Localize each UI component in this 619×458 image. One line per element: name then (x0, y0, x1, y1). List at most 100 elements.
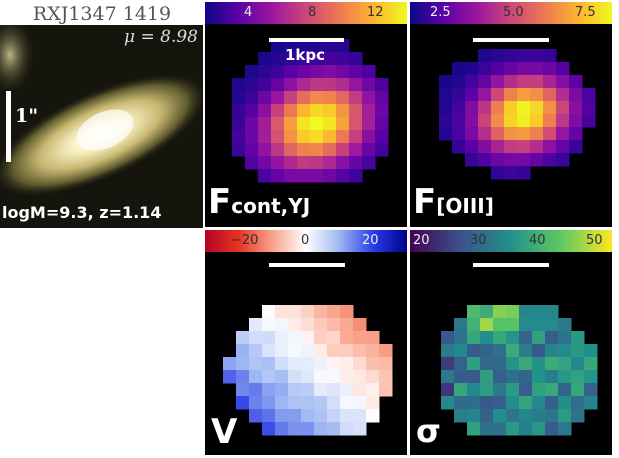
map-pixel (258, 104, 272, 118)
colorbar-tick: 12 (367, 5, 384, 20)
map-pixel (506, 370, 520, 384)
map-pixel (558, 344, 572, 358)
map-pixel (491, 166, 505, 180)
map-pixel (353, 344, 367, 358)
map-pixel (545, 383, 559, 397)
map-pixel (517, 88, 531, 102)
map-pixel (340, 396, 354, 410)
map-pixel (271, 78, 285, 92)
map-pixel (452, 101, 466, 115)
map-pixel (519, 344, 533, 358)
map-pixel (454, 344, 468, 358)
map-pixel (362, 156, 376, 170)
map-pixel (454, 331, 468, 345)
dispersion-map (441, 305, 598, 436)
map-pixel (301, 396, 315, 410)
angular-scale-label: 1" (15, 105, 39, 127)
map-pixel (543, 101, 557, 115)
map-pixel (271, 52, 285, 66)
dispersion-panel: 20 30 40 50 σ (410, 230, 612, 455)
map-pixel (310, 52, 324, 66)
label-subscript: cont,YJ (231, 194, 311, 218)
map-pixel (452, 127, 466, 141)
dispersion-panel-label: σ (416, 412, 441, 450)
map-pixel (275, 422, 289, 436)
map-pixel (543, 114, 557, 128)
map-pixel (236, 357, 250, 371)
map-pixel (353, 331, 367, 345)
map-pixel (362, 91, 376, 105)
map-pixel (517, 62, 531, 76)
map-pixel (349, 78, 363, 92)
map-pixel (441, 383, 455, 397)
map-pixel (478, 140, 492, 154)
map-pixel (262, 318, 276, 332)
map-pixel (245, 156, 259, 170)
velocity-panel: −20 0 20 V (205, 230, 407, 455)
map-pixel (314, 318, 328, 332)
map-pixel (439, 114, 453, 128)
map-pixel (336, 130, 350, 144)
map-pixel (545, 318, 559, 332)
map-pixel (558, 383, 572, 397)
map-pixel (288, 409, 302, 423)
map-pixel (258, 143, 272, 157)
map-pixel (314, 344, 328, 358)
map-pixel (558, 370, 572, 384)
map-pixel (262, 344, 276, 358)
map-pixel (353, 318, 367, 332)
map-pixel (288, 383, 302, 397)
map-pixel (571, 357, 585, 371)
map-pixel (465, 88, 479, 102)
map-pixel (452, 62, 466, 76)
map-pixel (297, 91, 311, 105)
map-pixel (545, 422, 559, 436)
map-pixel (491, 127, 505, 141)
map-pixel (584, 370, 598, 384)
map-pixel (439, 75, 453, 89)
kpc-scale-bar (473, 263, 549, 267)
map-pixel (584, 396, 598, 410)
map-pixel (480, 305, 494, 319)
map-pixel (493, 396, 507, 410)
map-pixel (506, 396, 520, 410)
map-pixel (504, 75, 518, 89)
map-pixel (504, 140, 518, 154)
map-pixel (478, 62, 492, 76)
map-pixel (327, 305, 341, 319)
map-pixel (284, 169, 298, 183)
map-pixel (310, 91, 324, 105)
map-pixel (297, 169, 311, 183)
map-pixel (275, 305, 289, 319)
map-pixel (584, 383, 598, 397)
map-pixel (558, 396, 572, 410)
map-pixel (366, 396, 380, 410)
map-pixel (465, 101, 479, 115)
map-pixel (336, 169, 350, 183)
map-pixel (517, 153, 531, 167)
map-pixel (249, 344, 263, 358)
map-pixel (353, 396, 367, 410)
map-pixel (480, 422, 494, 436)
map-pixel (288, 422, 302, 436)
map-pixel (314, 305, 328, 319)
map-pixel (366, 357, 380, 371)
map-pixel (491, 88, 505, 102)
map-pixel (379, 370, 393, 384)
map-pixel (558, 318, 572, 332)
map-pixel (375, 104, 389, 118)
map-pixel (517, 166, 531, 180)
oiii-colorbar (410, 2, 612, 24)
map-pixel (245, 117, 259, 131)
map-pixel (493, 305, 507, 319)
map-pixel (478, 88, 492, 102)
map-pixel (340, 344, 354, 358)
map-pixel (310, 104, 324, 118)
map-pixel (491, 62, 505, 76)
map-pixel (532, 357, 546, 371)
map-pixel (284, 52, 298, 66)
map-pixel (584, 344, 598, 358)
map-pixel (271, 169, 285, 183)
map-pixel (545, 409, 559, 423)
map-pixel (323, 169, 337, 183)
